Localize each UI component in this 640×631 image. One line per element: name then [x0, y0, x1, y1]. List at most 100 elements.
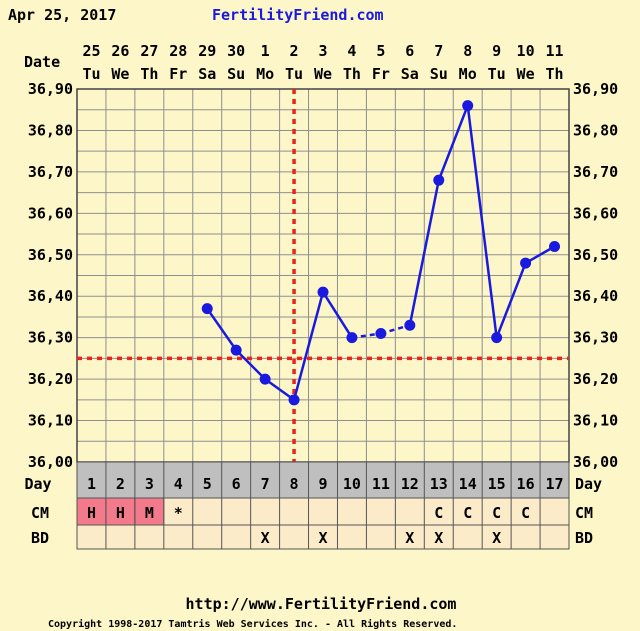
y-tick-label-right: 36,20	[573, 370, 618, 388]
day-row-label-left: Day	[24, 475, 51, 493]
date-label: 9	[492, 42, 501, 60]
date-row-label: Date	[24, 53, 60, 71]
temp-point	[230, 344, 242, 356]
bd-row-label-left: BD	[31, 529, 49, 547]
cm-value: C	[434, 504, 443, 522]
bd-row-label-right: BD	[575, 529, 593, 547]
temp-point	[259, 373, 271, 385]
temp-point	[433, 174, 445, 186]
cm-value: H	[87, 504, 96, 522]
y-tick-label-left: 36,60	[28, 204, 73, 222]
y-tick-label-left: 36,80	[28, 121, 73, 139]
y-tick-label-right: 36,30	[573, 329, 618, 347]
temp-point	[520, 257, 532, 269]
temp-line-segment	[495, 262, 527, 339]
bd-value: X	[405, 529, 414, 547]
weekday-label: Mo	[256, 65, 274, 83]
weekday-label: We	[517, 65, 535, 83]
y-tick-label-left: 36,40	[28, 287, 73, 305]
cycle-day-label: 2	[116, 475, 125, 493]
date-label: 29	[198, 42, 216, 60]
date-label: 27	[140, 42, 158, 60]
date-label: 26	[111, 42, 129, 60]
bd-value: X	[492, 529, 501, 547]
temp-line-segment	[292, 291, 325, 401]
y-tick-label-right: 36,40	[573, 287, 618, 305]
y-tick-label-right: 36,00	[573, 453, 618, 471]
cycle-day-label: 17	[545, 475, 563, 493]
y-tick-label-right: 36,90	[573, 80, 618, 98]
y-tick-label-right: 36,10	[573, 412, 618, 430]
y-tick-label-left: 36,10	[28, 412, 73, 430]
weekday-label: Sa	[401, 65, 419, 83]
temp-point	[375, 328, 387, 340]
chart-date: Apr 25, 2017	[8, 6, 117, 24]
temp-point	[317, 286, 329, 298]
bd-value: X	[434, 529, 443, 547]
cycle-day-label: 9	[318, 475, 327, 493]
footer-copyright: Copyright 1998-2017 Tamtris Web Services…	[48, 619, 458, 630]
day-row-label-right: Day	[575, 475, 602, 493]
weekday-label: Su	[227, 65, 245, 83]
cycle-day-label: 16	[517, 475, 535, 493]
weekday-label: We	[314, 65, 332, 83]
date-label: 2	[290, 42, 299, 60]
date-label: 28	[169, 42, 187, 60]
weekday-label: Th	[545, 65, 563, 83]
cm-value: C	[492, 504, 501, 522]
footer-url[interactable]: http://www.FertilityFriend.com	[185, 595, 457, 613]
day-row	[76, 461, 570, 499]
temp-point	[462, 100, 474, 112]
temp-line-segment	[321, 291, 353, 339]
weekday-label: Tu	[488, 65, 506, 83]
cycle-day-label: 13	[430, 475, 448, 493]
date-label: 10	[517, 42, 535, 60]
temp-point	[201, 303, 213, 315]
site-title[interactable]: FertilityFriend.com	[212, 6, 384, 24]
cm-row-label-right: CM	[575, 504, 593, 522]
temp-line-segment	[437, 105, 469, 181]
date-label: 1	[261, 42, 270, 60]
weekday-label: Tu	[285, 65, 303, 83]
cycle-day-label: 14	[459, 475, 477, 493]
date-label: 4	[347, 42, 356, 60]
temp-line-segment	[408, 179, 440, 326]
y-tick-label-right: 36,70	[573, 163, 618, 181]
weekday-label: Fr	[169, 65, 187, 83]
temp-point	[288, 394, 300, 406]
temp-line-segment	[206, 307, 238, 351]
cycle-day-label: 10	[343, 475, 361, 493]
cycle-day-label: 15	[488, 475, 506, 493]
cycle-day-label: 11	[372, 475, 390, 493]
cm-row-label-left: CM	[31, 504, 49, 522]
cm-value: C	[463, 504, 472, 522]
cycle-day-label: 1	[87, 475, 96, 493]
weekday-label: Tu	[82, 65, 100, 83]
bd-value: X	[318, 529, 327, 547]
cycle-day-label: 5	[203, 475, 212, 493]
y-tick-label-right: 36,60	[573, 204, 618, 222]
cycle-day-label: 6	[232, 475, 241, 493]
temp-line-segment	[524, 245, 556, 265]
date-label: 3	[318, 42, 327, 60]
weekday-label: Mo	[459, 65, 477, 83]
temp-point	[346, 332, 358, 344]
cm-value: *	[174, 504, 183, 522]
temp-point	[404, 319, 416, 331]
y-tick-label-left: 36,90	[28, 80, 73, 98]
bd-row	[76, 524, 570, 550]
menses-cell	[76, 497, 107, 526]
y-tick-label-left: 36,70	[28, 163, 73, 181]
cycle-day-label: 12	[401, 475, 419, 493]
temp-point	[549, 240, 561, 252]
weekday-label: We	[111, 65, 129, 83]
date-label: 11	[545, 42, 563, 60]
y-tick-label-right: 36,50	[573, 246, 618, 264]
cycle-day-label: 4	[174, 475, 183, 493]
cm-value: H	[116, 504, 125, 522]
date-label: 25	[82, 42, 100, 60]
temp-line-segment	[235, 349, 267, 380]
y-tick-label-left: 36,20	[28, 370, 73, 388]
date-label: 6	[405, 42, 414, 60]
